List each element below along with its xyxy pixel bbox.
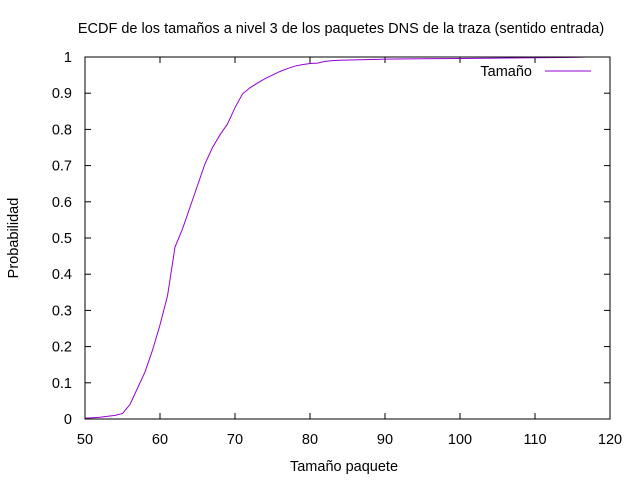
x-tick-label: 60 — [152, 432, 168, 448]
ticks-layer: 50 60 70 80 90 100 110 120 0 0.1 0.2 0.3 0.4 0.5 0.6 0.… — [52, 50, 622, 448]
y-tick-label: 0.9 — [52, 86, 72, 102]
x-tick-label: 70 — [227, 432, 243, 448]
y-tick-label: 0.1 — [52, 376, 72, 392]
series-line-tamano — [84, 56, 588, 419]
y-tick-label: 0.2 — [52, 340, 72, 356]
y-tick-label: 0.8 — [52, 122, 72, 138]
y-tick-label: 0 — [64, 412, 72, 428]
x-tick-label: 50 — [77, 432, 93, 448]
x-axis-label: Tamaño paquete — [290, 459, 398, 475]
y-tick-label: 0.3 — [52, 303, 72, 319]
x-tick-label: 110 — [523, 432, 546, 448]
series-layer — [84, 56, 588, 419]
y-tick-label: 0.5 — [52, 231, 72, 247]
x-tick-label: 100 — [448, 432, 472, 448]
y-tick-label: 0.6 — [52, 195, 72, 211]
chart-title: ECDF de los tamaños a nivel 3 de los paq… — [78, 21, 604, 37]
y-tick-label: 0.4 — [52, 267, 72, 283]
plot-frame — [84, 56, 611, 420]
y-tick-label: 1 — [64, 50, 72, 66]
y-tick-label: 0.7 — [52, 159, 72, 175]
legend-label: Tamaño — [480, 64, 532, 80]
y-axis-label: Probabilidad — [6, 198, 22, 279]
x-tick-label: 80 — [302, 432, 318, 448]
x-tick-label: 90 — [377, 432, 393, 448]
x-tick-label: 120 — [598, 432, 622, 448]
legend: Tamaño — [480, 64, 591, 80]
